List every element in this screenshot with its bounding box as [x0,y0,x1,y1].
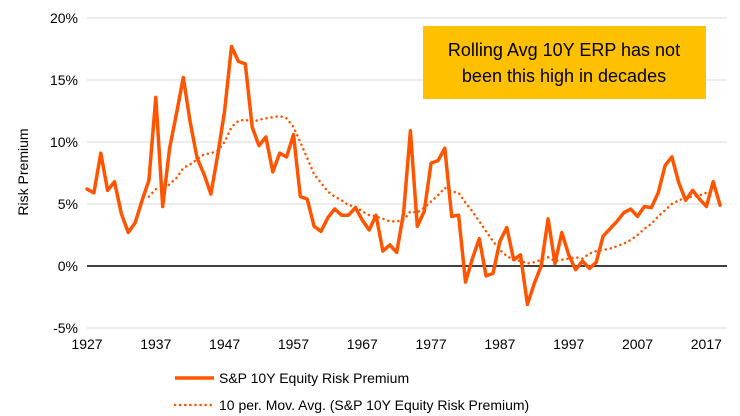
y-axis-label: Risk Premium [15,128,31,215]
callout-box: Rolling Avg 10Y ERP has not been this hi… [423,26,706,99]
legend-label-solid: S&P 10Y Equity Risk Premium [219,370,409,386]
y-tick-label: 0% [58,258,78,274]
x-tick-label: 1957 [278,336,309,352]
legend: S&P 10Y Equity Risk Premium 10 per. Mov.… [173,370,529,413]
y-tick-label: 5% [58,196,78,212]
y-tick-label: 15% [50,72,78,88]
series-layer [85,44,722,307]
x-axis-ticks: 1927 1937 1947 1957 1967 1977 1987 1997 2007 2017 [71,336,722,352]
x-tick-label: 2007 [622,336,653,352]
y-axis-ticks: 20% 15% 10% 5% 0% -5% [50,10,78,336]
callout-line-1: Rolling Avg 10Y ERP has not [448,40,680,60]
x-tick-label: 1997 [553,336,584,352]
y-tick-label: -5% [53,320,78,336]
callout-background [423,26,706,99]
x-tick-label: 1937 [140,336,171,352]
y-tick-label: 10% [50,134,78,150]
y-tick-label: 20% [50,10,78,26]
series-line-moving-average [147,114,722,265]
series-line-erp [85,44,722,307]
x-tick-label: 1987 [484,336,515,352]
callout-line-2: been this high in decades [462,66,666,86]
x-tick-label: 2017 [691,336,722,352]
legend-label-dotted: 10 per. Mov. Avg. (S&P 10Y Equity Risk P… [219,397,529,413]
x-tick-label: 1967 [347,336,378,352]
x-tick-label: 1927 [71,336,102,352]
x-tick-label: 1947 [209,336,240,352]
x-tick-label: 1977 [416,336,447,352]
